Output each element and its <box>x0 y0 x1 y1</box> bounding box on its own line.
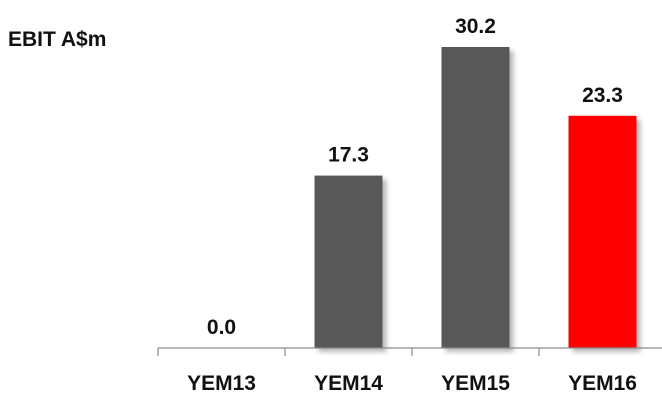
bar-yem15 <box>441 47 510 348</box>
category-label-yem13: YEM13 <box>187 372 256 395</box>
bars-layer <box>314 47 637 349</box>
data-label-yem15: 30.2 <box>455 15 496 38</box>
bar-yem16 <box>568 115 637 349</box>
data-label-yem14: 17.3 <box>328 144 369 167</box>
chart-title: EBIT A$m <box>8 28 107 51</box>
category-label-yem14: YEM14 <box>314 372 383 395</box>
data-label-yem13: 0.0 <box>207 316 236 339</box>
bar-yem14 <box>314 175 383 348</box>
labels-layer: 0.0 YEM13 17.3 YEM14 30.2 YEM15 23.3 YEM16 <box>187 15 637 395</box>
x-axis <box>157 347 662 356</box>
category-label-yem15: YEM15 <box>441 372 510 395</box>
data-label-yem16: 23.3 <box>582 84 623 107</box>
category-label-yem16: YEM16 <box>568 372 637 395</box>
